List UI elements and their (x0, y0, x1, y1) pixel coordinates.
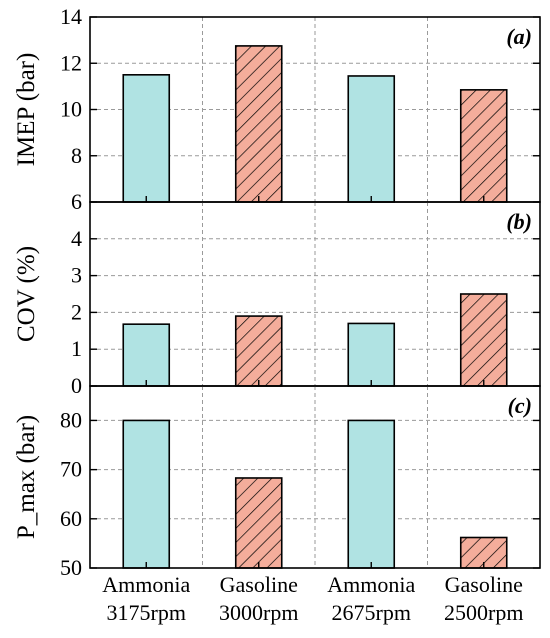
y-axis-title: P_max (bar) (13, 415, 40, 539)
y-tick-label: 8 (71, 143, 82, 168)
x-tick-label-line1: Gasoline (445, 572, 523, 597)
bar-ammonia (122, 74, 171, 203)
x-axis-labels: Ammonia 3175rpm Gasoline 3000rpm Ammonia 2675… (102, 572, 523, 625)
y-tick-label: 2 (71, 299, 82, 324)
panel-frame (89, 385, 541, 569)
y-tick-label: 10 (60, 97, 82, 122)
bar-gasoline (234, 315, 283, 387)
panel-label: (b) (506, 209, 532, 234)
x-tick-label-line2: 3000rpm (219, 600, 298, 625)
x-tick-label-line1: Ammonia (327, 572, 415, 597)
y-axis-title: COV (%) (13, 246, 40, 342)
bar-gasoline (459, 293, 508, 387)
y-tick-label: 80 (60, 407, 82, 432)
bar-gasoline (459, 89, 508, 203)
bar-ammonia (347, 322, 396, 387)
x-tick-label-line2: 2675rpm (332, 600, 411, 625)
bar-gasoline (234, 45, 283, 203)
y-tick-label: 4 (71, 226, 82, 251)
panel-3: 50 60 70 80 P_max (bar) (c) (13, 385, 541, 580)
bar-gasoline (234, 477, 283, 569)
x-tick-label-line1: Ammonia (102, 572, 190, 597)
bar-ammonia (122, 419, 171, 569)
x-tick-label-line2: 3175rpm (107, 600, 186, 625)
panel-2: 0 1 2 3 4 COV (%) (b) (13, 201, 541, 398)
x-tick-label-line1: Gasoline (220, 572, 298, 597)
panel-label: (a) (506, 24, 532, 49)
panel-label: (c) (508, 393, 532, 418)
y-tick-label: 0 (71, 373, 82, 398)
panel-1: 6 8 10 12 14 IMEP (bar) (a) (13, 4, 541, 214)
bar-ammonia (347, 75, 396, 203)
y-tick-label: 1 (71, 336, 82, 361)
y-tick-label: 60 (60, 506, 82, 531)
bar-ammonia (347, 419, 396, 569)
y-tick-label: 14 (60, 4, 82, 29)
y-tick-label: 50 (60, 555, 82, 580)
y-axis-title: IMEP (bar) (13, 53, 40, 167)
y-tick-label: 70 (60, 457, 82, 482)
y-tick-label: 3 (71, 263, 82, 288)
y-tick-label: 12 (60, 50, 82, 75)
x-tick-label-line2: 2500rpm (444, 600, 523, 625)
y-tick-label: 6 (71, 189, 82, 214)
bar-ammonia (122, 323, 171, 387)
